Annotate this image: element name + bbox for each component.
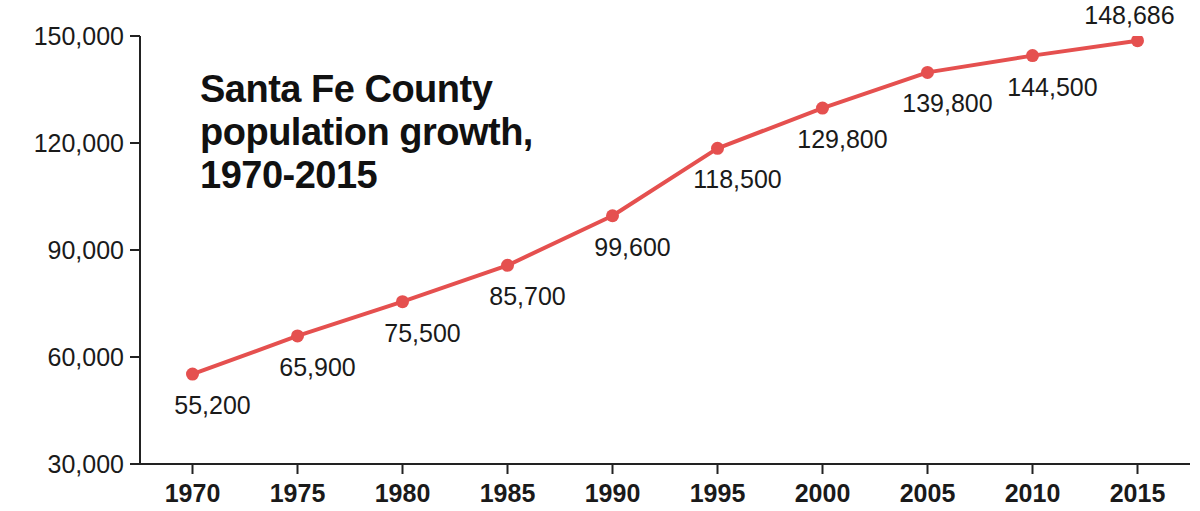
x-tick bbox=[507, 464, 509, 474]
point bbox=[816, 102, 829, 115]
x-tick-label: 1990 bbox=[585, 479, 641, 507]
y-axis bbox=[139, 36, 141, 464]
x-tick-label: 1975 bbox=[270, 479, 326, 507]
point bbox=[606, 209, 619, 222]
point bbox=[711, 142, 724, 155]
y-tick bbox=[130, 463, 140, 465]
x-tick bbox=[297, 464, 299, 474]
x-tick bbox=[612, 464, 614, 474]
y-tick-label: 90,000 bbox=[48, 236, 124, 264]
series-group bbox=[186, 36, 1144, 381]
x-tick-label: 1995 bbox=[690, 479, 746, 507]
title-line: Santa Fe County bbox=[200, 68, 493, 110]
y-tick bbox=[130, 356, 140, 358]
point bbox=[1131, 36, 1144, 47]
y-tick-label: 30,000 bbox=[48, 450, 124, 478]
y-tick-label: 150,000 bbox=[34, 22, 124, 50]
x-tick bbox=[822, 464, 824, 474]
x-tick bbox=[927, 464, 929, 474]
x-tick-label: 2010 bbox=[1005, 479, 1061, 507]
point bbox=[921, 66, 934, 79]
x-tick-label: 2005 bbox=[900, 479, 956, 507]
data-label: 129,800 bbox=[797, 125, 887, 153]
point bbox=[186, 368, 199, 381]
x-tick bbox=[192, 464, 194, 474]
data-label: 139,800 bbox=[902, 89, 992, 117]
data-label: 118,500 bbox=[693, 165, 782, 193]
x-tick bbox=[1137, 464, 1139, 474]
y-tick bbox=[130, 249, 140, 251]
x-tick-label: 1970 bbox=[165, 479, 221, 507]
data-label: 99,600 bbox=[594, 233, 670, 261]
y-tick bbox=[130, 35, 140, 37]
point bbox=[501, 259, 514, 272]
data-label: 55,200 bbox=[174, 391, 250, 419]
x-tick-label: 2015 bbox=[1110, 479, 1166, 507]
data-label: 65,900 bbox=[279, 353, 355, 381]
line bbox=[193, 41, 1138, 374]
x-tick-label: 1980 bbox=[375, 479, 431, 507]
point bbox=[396, 295, 409, 308]
x-tick-label: 2000 bbox=[795, 479, 851, 507]
y-tick-label: 60,000 bbox=[48, 343, 124, 371]
data-label: 144,500 bbox=[1007, 73, 1097, 101]
title-line: population growth, bbox=[200, 111, 533, 153]
point bbox=[291, 329, 304, 342]
x-tick-label: 1985 bbox=[480, 479, 536, 507]
data-label: 75,500 bbox=[384, 319, 460, 347]
data-label: 148,686 bbox=[1084, 1, 1174, 29]
x-tick bbox=[717, 464, 719, 474]
x-tick bbox=[1032, 464, 1034, 474]
x-tick bbox=[402, 464, 404, 474]
title-line: 1970-2015 bbox=[200, 154, 378, 196]
data-label: 85,700 bbox=[489, 282, 565, 310]
chart: 30,000 60,000 90,000 120,000 150,000 1970 1975… bbox=[0, 0, 1200, 511]
point bbox=[1026, 49, 1039, 62]
y-tick-label: 120,000 bbox=[34, 129, 124, 157]
title: Santa Fe Countypopulation growth,1970-20… bbox=[200, 68, 533, 196]
y-tick bbox=[130, 142, 140, 144]
